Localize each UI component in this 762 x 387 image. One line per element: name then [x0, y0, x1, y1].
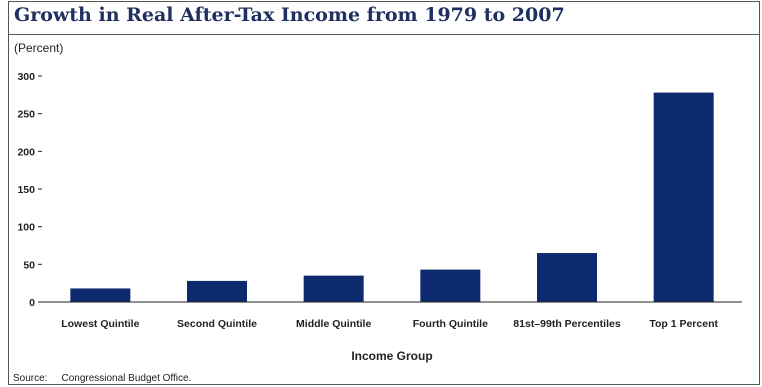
x-category-label: Lowest Quintile: [61, 318, 139, 330]
x-category-label: Second Quintile: [177, 318, 257, 330]
bar: [303, 275, 364, 302]
bar: [70, 288, 131, 302]
category-labels: Lowest Quintile Second Quintile Middle Qui…: [61, 318, 718, 330]
source-label: Source:: [13, 373, 48, 384]
bar: [420, 269, 481, 302]
y-tick-label: 100: [17, 222, 35, 234]
y-axis-unit-label: (Percent): [14, 41, 63, 55]
x-axis-title: Income Group: [351, 349, 432, 363]
bar: [537, 253, 597, 302]
source-note: Source: Congressional Budget Office.: [13, 373, 191, 384]
chart-frame: [8, 1, 760, 385]
x-category-label: Fourth Quintile: [413, 318, 488, 330]
y-axis-ticks: 0 50 100 150 200 250 300: [17, 71, 42, 309]
bar: [653, 92, 714, 302]
source-text: Congressional Budget Office.: [61, 373, 192, 384]
chart-title: Growth in Real After-Tax Income from 197…: [14, 4, 565, 26]
bar: [187, 280, 247, 302]
y-tick-label: 150: [17, 184, 35, 196]
x-category-label: Middle Quintile: [296, 318, 371, 330]
y-tick-label: 300: [17, 71, 35, 83]
y-tick-label: 50: [23, 259, 35, 271]
x-category-label: Top 1 Percent: [649, 318, 718, 330]
bars: [70, 92, 714, 302]
y-tick-label: 250: [17, 109, 35, 121]
title-divider: [8, 34, 760, 35]
y-tick-label: 200: [17, 146, 35, 158]
y-tick-label: 0: [29, 297, 35, 309]
x-category-label: 81st–99th Percentiles: [513, 318, 621, 330]
